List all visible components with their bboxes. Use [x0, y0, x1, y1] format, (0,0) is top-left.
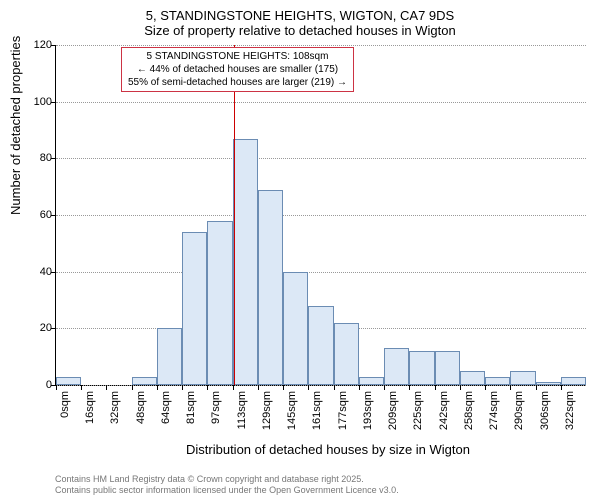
y-axis-label: Number of detached properties	[8, 36, 23, 215]
x-tick-label: 0sqm	[59, 391, 71, 418]
y-tick-label: 80	[40, 152, 52, 164]
histogram-bar	[258, 190, 283, 386]
x-tick-label: 193sqm	[362, 391, 374, 430]
x-tick-mark	[359, 385, 360, 390]
y-tick-label: 40	[40, 266, 52, 278]
credits-line2: Contains public sector information licen…	[55, 485, 399, 496]
annotation-line: ← 44% of detached houses are smaller (17…	[128, 63, 347, 76]
x-tick-mark	[56, 385, 57, 390]
x-tick-label: 97sqm	[210, 391, 222, 424]
credits-text: Contains HM Land Registry data © Crown c…	[55, 474, 399, 496]
x-tick-label: 209sqm	[387, 391, 399, 430]
histogram-bar	[207, 221, 232, 385]
histogram-bar	[536, 382, 561, 385]
x-tick-mark	[384, 385, 385, 390]
annotation-box: 5 STANDINGSTONE HEIGHTS: 108sqm← 44% of …	[121, 47, 354, 92]
x-tick-mark	[435, 385, 436, 390]
x-tick-mark	[81, 385, 82, 390]
credits-line1: Contains HM Land Registry data © Crown c…	[55, 474, 399, 485]
histogram-bar	[561, 377, 586, 386]
x-tick-label: 48sqm	[135, 391, 147, 424]
x-tick-mark	[510, 385, 511, 390]
x-tick-label: 32sqm	[109, 391, 121, 424]
grid-line	[56, 215, 586, 216]
annotation-line: 5 STANDINGSTONE HEIGHTS: 108sqm	[128, 50, 347, 63]
chart-plot-area: 0204060801001200sqm16sqm32sqm48sqm64sqm8…	[55, 45, 586, 386]
x-tick-mark	[308, 385, 309, 390]
x-tick-mark	[561, 385, 562, 390]
histogram-bar	[359, 377, 384, 386]
x-tick-mark	[409, 385, 410, 390]
x-tick-mark	[132, 385, 133, 390]
x-tick-mark	[157, 385, 158, 390]
histogram-bar	[460, 371, 485, 385]
histogram-bar	[510, 371, 535, 385]
y-tick-label: 0	[46, 379, 52, 391]
x-tick-mark	[460, 385, 461, 390]
histogram-bar	[233, 139, 258, 386]
y-tick-label: 20	[40, 322, 52, 334]
x-tick-mark	[106, 385, 107, 390]
x-tick-mark	[485, 385, 486, 390]
x-tick-label: 274sqm	[488, 391, 500, 430]
x-axis-label: Distribution of detached houses by size …	[28, 442, 600, 457]
histogram-bar	[384, 348, 409, 385]
x-tick-label: 161sqm	[311, 391, 323, 430]
grid-line	[56, 385, 586, 386]
x-tick-label: 306sqm	[539, 391, 551, 430]
grid-line	[56, 158, 586, 159]
reference-line	[234, 45, 235, 385]
x-tick-mark	[334, 385, 335, 390]
x-tick-label: 16sqm	[84, 391, 96, 424]
x-tick-mark	[258, 385, 259, 390]
x-tick-mark	[283, 385, 284, 390]
chart-title-sub: Size of property relative to detached ho…	[0, 23, 600, 42]
histogram-bar	[308, 306, 333, 385]
histogram-bar	[283, 272, 308, 385]
histogram-bar	[182, 232, 207, 385]
x-tick-mark	[182, 385, 183, 390]
grid-line	[56, 45, 586, 46]
histogram-bar	[435, 351, 460, 385]
y-tick-label: 100	[34, 96, 52, 108]
histogram-bar	[485, 377, 510, 386]
x-tick-mark	[536, 385, 537, 390]
x-tick-label: 129sqm	[261, 391, 273, 430]
x-tick-label: 322sqm	[564, 391, 576, 430]
chart-title-main: 5, STANDINGSTONE HEIGHTS, WIGTON, CA7 9D…	[0, 0, 600, 23]
x-tick-label: 242sqm	[438, 391, 450, 430]
x-tick-label: 290sqm	[513, 391, 525, 430]
x-tick-label: 145sqm	[286, 391, 298, 430]
x-tick-label: 113sqm	[236, 391, 248, 429]
histogram-bar	[334, 323, 359, 385]
y-tick-label: 120	[34, 39, 52, 51]
x-tick-label: 81sqm	[185, 391, 197, 424]
x-tick-label: 64sqm	[160, 391, 172, 424]
grid-line	[56, 272, 586, 273]
histogram-bar	[132, 377, 157, 386]
y-tick-label: 60	[40, 209, 52, 221]
x-tick-label: 225sqm	[412, 391, 424, 430]
x-tick-mark	[207, 385, 208, 390]
annotation-line: 55% of semi-detached houses are larger (…	[128, 76, 347, 89]
x-tick-label: 177sqm	[337, 391, 349, 430]
x-tick-mark	[233, 385, 234, 390]
histogram-bar	[157, 328, 182, 385]
histogram-bar	[56, 377, 81, 386]
grid-line	[56, 102, 586, 103]
histogram-bar	[409, 351, 434, 385]
x-tick-label: 258sqm	[463, 391, 475, 430]
